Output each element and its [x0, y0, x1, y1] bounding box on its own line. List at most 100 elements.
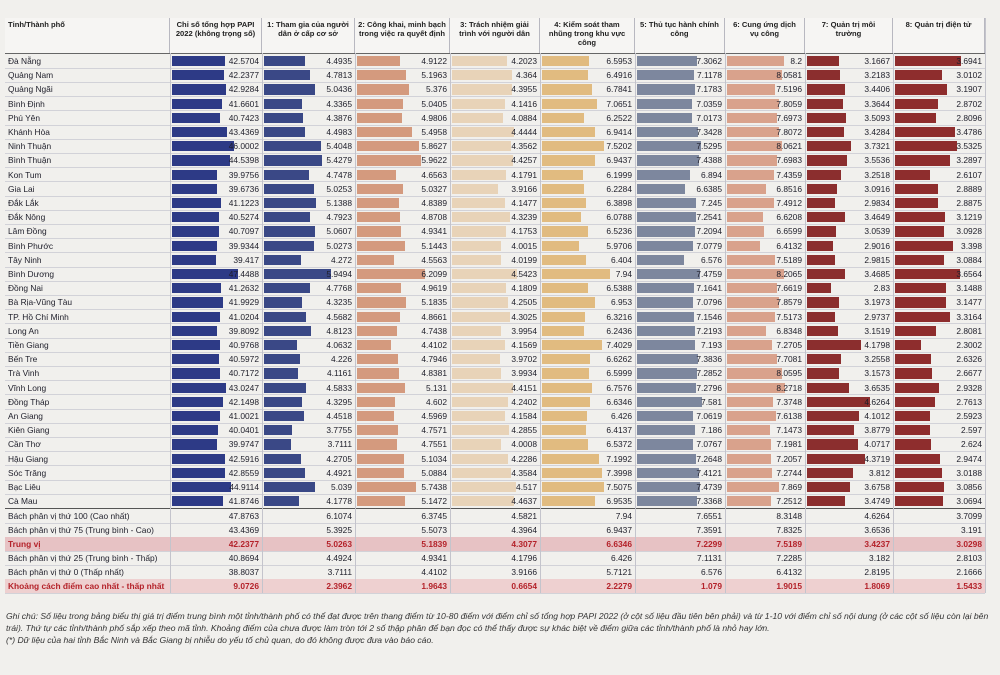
score-value: 6.4916: [606, 70, 632, 81]
data-cell: 4.9806: [355, 111, 450, 125]
summary-value: 38.8037: [228, 567, 259, 578]
column-header: 4: Kiểm soát tham nhũng trong khu vực cô…: [540, 18, 635, 53]
score-bar: [357, 382, 405, 393]
row-rule: [5, 436, 985, 438]
province-name: Đà Nẵng: [8, 56, 42, 66]
data-cell: 7.2541: [635, 210, 725, 224]
data-cell: 4.0884: [450, 111, 540, 125]
summary-cell: 4.4924: [262, 551, 355, 565]
score-value: 4.3719: [864, 453, 890, 464]
score-bar: [542, 70, 588, 81]
score-bar: [542, 467, 602, 478]
score-bar: [895, 269, 961, 280]
score-bar: [637, 496, 698, 507]
score-value: 3.812: [869, 467, 890, 478]
score-bar: [357, 269, 426, 280]
score-bar: [637, 482, 700, 493]
row-rule: [5, 323, 985, 325]
score-value: 3.4749: [864, 496, 890, 507]
summary-cell: 43.4369: [170, 523, 262, 537]
data-cell: 8.0581: [725, 68, 805, 82]
score-bar: [542, 297, 595, 308]
data-cell: 5.0405: [355, 97, 450, 111]
row-rule: [5, 422, 985, 424]
score-value: 7.1981: [776, 439, 802, 450]
score-bar: [172, 283, 222, 294]
score-value: 7.3428: [696, 127, 722, 137]
score-value: 7.2057: [776, 453, 802, 464]
data-cell: 2.9016: [805, 239, 893, 253]
score-bar: [727, 297, 780, 308]
data-cell: 6.5999: [540, 366, 635, 380]
score-bar: [895, 155, 950, 166]
score-value: 7.0796: [696, 297, 722, 308]
data-cell: 7.5173: [725, 310, 805, 324]
summary-value: 1.079: [701, 581, 722, 592]
score-value: 3.6564: [956, 269, 982, 279]
data-cell: 4.7923: [262, 210, 355, 224]
summary-cell: 4.4102: [355, 565, 450, 579]
data-cell: 3.0916: [805, 182, 893, 196]
data-cell: 3.2183: [805, 68, 893, 82]
summary-cell: 3.7111: [262, 565, 355, 579]
province-name: Cà Mau: [8, 496, 38, 507]
score-bar: [727, 482, 780, 493]
score-value: 3.1973: [864, 297, 890, 308]
score-bar: [807, 240, 834, 251]
score-value: 4.9619: [421, 283, 447, 294]
score-value: 6.6599: [776, 226, 802, 237]
score-bar: [895, 382, 940, 393]
score-value: 3.0928: [956, 226, 982, 237]
score-value: 42.1498: [228, 396, 259, 407]
data-cell: 4.4444: [450, 125, 540, 139]
data-cell: 7.245: [635, 196, 725, 210]
score-bar: [264, 155, 322, 166]
province-name: Ninh Thuận: [8, 141, 52, 152]
score-value: 7.2744: [776, 467, 802, 478]
summary-cell: 4.5821: [450, 509, 540, 523]
score-bar: [264, 354, 300, 365]
data-cell: 4.0199: [450, 253, 540, 267]
data-cell: 6.2099: [355, 267, 450, 281]
score-value: 7.193: [701, 340, 722, 350]
data-cell: 2.8702: [893, 97, 985, 111]
score-bar: [542, 425, 587, 436]
data-cell: 4.1753: [450, 224, 540, 238]
data-cell: 3.7111: [262, 437, 355, 451]
score-value: 7.4359: [776, 169, 802, 180]
score-value: 3.2183: [864, 70, 890, 81]
score-value: 3.0884: [956, 254, 982, 265]
data-cell: 4.4518: [262, 409, 355, 423]
data-cell: 7.2796: [635, 381, 725, 395]
score-bar: [452, 340, 506, 351]
score-value: 4.602: [426, 396, 447, 407]
score-value: 4.7571: [421, 425, 447, 436]
score-value: 6.4137: [606, 425, 632, 436]
score-value: 4.3584: [511, 467, 537, 478]
score-value: 4.5969: [421, 411, 447, 421]
data-cell: 4.7768: [262, 281, 355, 295]
score-bar: [542, 226, 589, 237]
score-value: 4.9341: [421, 226, 447, 237]
score-bar: [264, 183, 315, 194]
score-value: 5.131: [426, 382, 447, 393]
data-cell: 4.7813: [262, 68, 355, 82]
score-value: 2.6107: [956, 169, 982, 180]
data-cell: 6.3216: [540, 310, 635, 324]
score-bar: [637, 368, 697, 379]
score-bar: [172, 354, 220, 365]
data-cell: 3.1973: [805, 295, 893, 309]
score-bar: [172, 212, 219, 223]
score-bar: [172, 112, 220, 123]
score-value: 4.364: [516, 70, 537, 81]
score-value: 4.2402: [511, 396, 537, 407]
score-bar: [452, 467, 512, 478]
score-value: 6.953: [611, 297, 632, 308]
data-cell: 7.2852: [635, 366, 725, 380]
score-bar: [807, 269, 846, 280]
score-bar: [807, 198, 835, 209]
data-cell: 2.9834: [805, 196, 893, 210]
data-cell: 4.2402: [450, 395, 540, 409]
score-bar: [727, 396, 773, 407]
score-value: 7.245: [701, 198, 722, 208]
